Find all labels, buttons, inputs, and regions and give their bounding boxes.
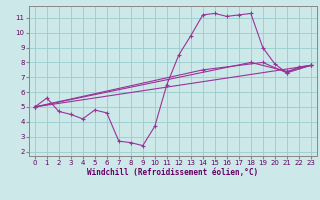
X-axis label: Windchill (Refroidissement éolien,°C): Windchill (Refroidissement éolien,°C) (87, 168, 258, 177)
